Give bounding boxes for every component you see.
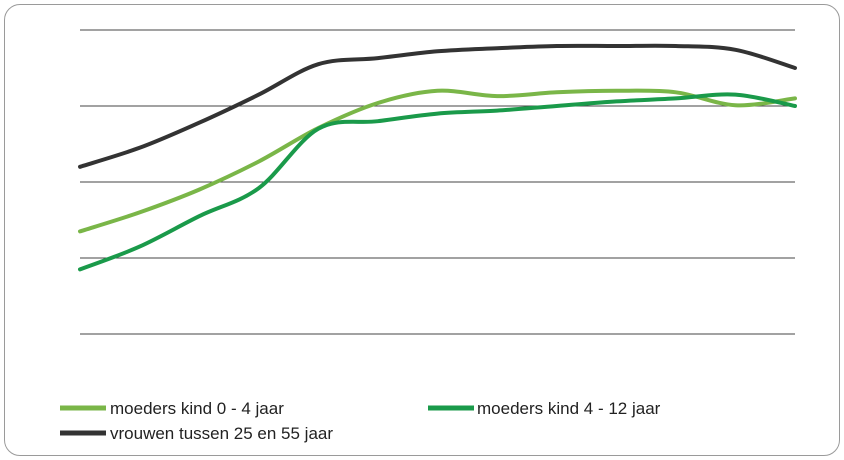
chart-frame — [4, 4, 840, 456]
series-lines — [78, 43, 797, 272]
legend-label-moeders-kind-4-12: moeders kind 4 - 12 jaar — [477, 399, 661, 418]
series-line-moeders-kind-0-4 — [78, 88, 797, 234]
legend: moeders kind 0 - 4 jaar moeders kind 4 -… — [60, 399, 661, 443]
series-line-moeders-kind-4-12 — [78, 92, 797, 272]
legend-label-vrouwen-25-55: vrouwen tussen 25 en 55 jaar — [110, 424, 333, 443]
legend-label-moeders-kind-0-4: moeders kind 0 - 4 jaar — [110, 399, 284, 418]
gridlines — [80, 29, 795, 335]
series-line-vrouwen-25-55 — [78, 43, 797, 169]
